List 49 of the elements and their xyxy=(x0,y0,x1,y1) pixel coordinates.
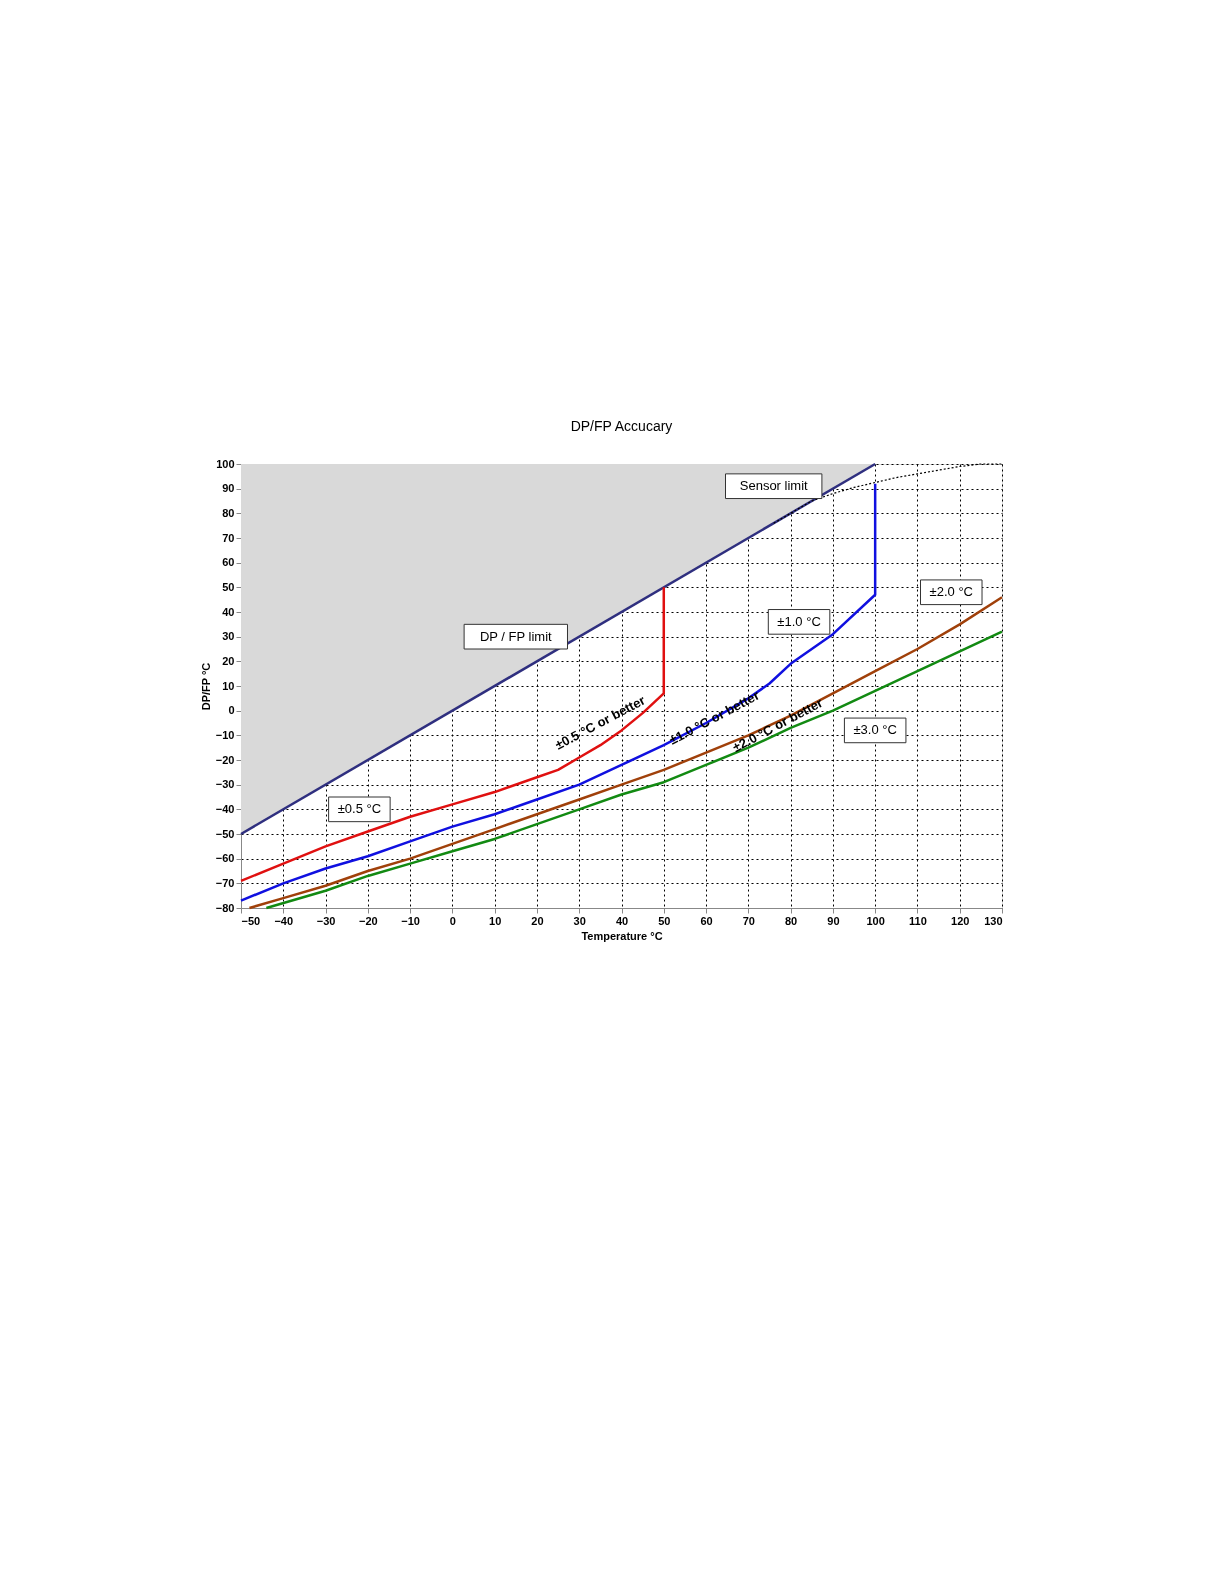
y-tick-label: 20 xyxy=(222,654,235,667)
x-tick-label: −30 xyxy=(316,914,336,927)
y-tick-label: 100 xyxy=(216,457,235,470)
x-tick-label: 110 xyxy=(909,914,927,927)
y-tick-label: 0 xyxy=(228,704,235,717)
y-tick-label: −60 xyxy=(215,852,235,865)
series-label: Sensor limit xyxy=(739,478,809,494)
y-tick-label: 40 xyxy=(222,605,235,618)
y-tick-label: 30 xyxy=(222,630,235,643)
y-tick-label: −10 xyxy=(215,728,235,741)
y-tick-label: 70 xyxy=(222,531,235,544)
series-label: ±0.5 °C xyxy=(337,801,382,817)
y-tick-label: −50 xyxy=(215,827,235,840)
x-tick-label: −20 xyxy=(359,914,378,927)
y-tick-label: 50 xyxy=(222,580,235,593)
x-tick-label: 70 xyxy=(742,914,755,927)
x-tick-label: 30 xyxy=(573,914,586,927)
y-tick-label: −20 xyxy=(215,753,235,766)
x-tick-label: 50 xyxy=(658,914,671,927)
x-tick-label: 120 xyxy=(951,914,970,927)
series-label: ±1.0 °C xyxy=(777,613,821,629)
series-label: DP / FP limit xyxy=(479,628,553,644)
y-tick-label: 60 xyxy=(222,556,235,569)
x-tick-label: −10 xyxy=(401,914,420,927)
y-tick-label: 80 xyxy=(222,506,235,519)
x-tick-label: 60 xyxy=(700,914,713,927)
x-axis-title: Temperature °C xyxy=(581,929,663,942)
y-tick-label: −80 xyxy=(215,901,235,914)
x-tick-label: 0 xyxy=(449,914,456,927)
line-series xyxy=(239,586,666,883)
x-tick-label: 100 xyxy=(866,914,885,927)
x-tick-label: 10 xyxy=(489,914,502,927)
series-label: ±3.0 °C xyxy=(853,722,897,738)
chart-title: DP/FP Accucary xyxy=(570,418,673,434)
series-label: ±2.0 °C xyxy=(929,584,973,600)
line-series xyxy=(239,482,877,902)
y-tick-label: −70 xyxy=(215,876,235,889)
x-tick-label: 90 xyxy=(827,914,840,927)
x-tick-label: −50 xyxy=(241,914,261,927)
y-tick-label: −40 xyxy=(215,802,235,815)
x-tick-label: 40 xyxy=(615,914,629,927)
y-axis-title: DP/FP °C xyxy=(199,662,212,711)
y-tick-label: 10 xyxy=(222,679,235,692)
y-tick-label: 90 xyxy=(222,482,235,495)
y-tick-label: −30 xyxy=(215,778,235,791)
x-tick-label: 80 xyxy=(784,914,798,927)
x-tick-label: 130 xyxy=(984,914,1003,927)
x-tick-label: 20 xyxy=(531,914,544,927)
x-tick-label: −40 xyxy=(274,914,294,927)
